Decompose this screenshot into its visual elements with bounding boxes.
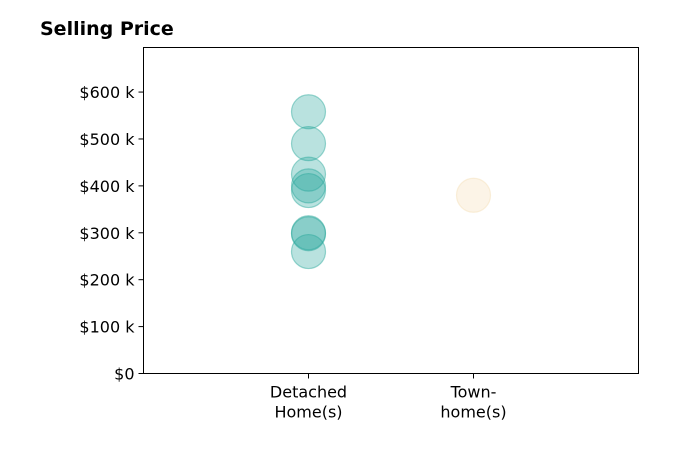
y-axis: $0 $100 k $200 k $300 k $400 k $500 k $600 k	[79, 83, 144, 384]
x-axis: Detached Home(s) Town-home(s)	[270, 373, 507, 422]
chart-title: Selling Price	[40, 18, 174, 40]
data-point	[455, 177, 492, 213]
plot-frame	[143, 47, 639, 374]
x-tick-label: Town-home(s)	[440, 383, 506, 422]
data-point	[290, 233, 327, 270]
data-point	[290, 156, 327, 192]
x-tick-label: Detached Home(s)	[270, 383, 347, 422]
data-point	[290, 172, 327, 209]
chart-marks	[290, 94, 492, 270]
y-tick-label: $500 k	[79, 130, 135, 149]
y-tick-label: $300 k	[79, 224, 135, 243]
data-point	[290, 168, 327, 204]
y-tick-label: $100 k	[79, 318, 135, 337]
data-point	[290, 94, 327, 130]
data-point	[290, 215, 327, 251]
data-point	[290, 216, 327, 252]
y-tick-label: $0	[114, 365, 134, 384]
y-tick-label: $200 k	[79, 271, 135, 290]
data-point	[290, 126, 327, 162]
y-tick-label: $600 k	[79, 83, 135, 102]
y-tick-label: $400 k	[79, 177, 135, 196]
